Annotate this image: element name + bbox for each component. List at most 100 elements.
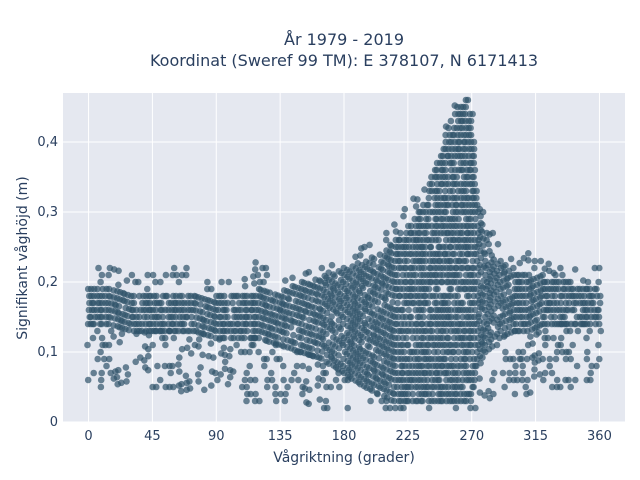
scatter-point (395, 334, 402, 342)
scatter-point (519, 362, 526, 370)
scatter-point (367, 397, 374, 405)
scatter-point (130, 292, 137, 300)
scatter-point (280, 376, 287, 384)
scatter-point (405, 306, 413, 314)
scatter-point (595, 320, 603, 328)
scatter-point (314, 361, 322, 368)
scatter-point (254, 271, 262, 279)
scatter-point (229, 299, 236, 307)
scatter-point (403, 334, 410, 342)
scatter-point (319, 376, 327, 384)
scatter-point (374, 390, 381, 398)
scatter-point (597, 327, 605, 335)
scatter-point (319, 362, 327, 370)
scatter-point (434, 348, 442, 356)
scatter-point (586, 320, 594, 328)
scatter-point (533, 316, 541, 324)
scatter-point (417, 215, 424, 223)
scatter-point (145, 331, 153, 339)
scatter-point (175, 278, 183, 286)
scatter-point (436, 187, 443, 195)
scatter-point (224, 380, 232, 388)
scatter-point (183, 313, 191, 321)
scatter-point (471, 369, 479, 377)
scatter-point (459, 250, 466, 258)
y-axis-label: Signifikant våghöjd (m) (14, 176, 31, 339)
scatter-point (332, 376, 340, 384)
scatter-point (250, 341, 257, 349)
scatter-point (133, 330, 140, 338)
scatter-point (512, 320, 520, 328)
scatter-point (90, 369, 97, 377)
scatter-point (459, 229, 466, 237)
scatter-point (479, 208, 487, 216)
scatter-point (276, 355, 284, 363)
scatter-point (453, 173, 461, 181)
scatter-point (336, 383, 343, 391)
scatter-point (455, 348, 462, 356)
scatter-point (507, 255, 515, 263)
scatter-point (383, 397, 390, 405)
scatter-point (237, 306, 245, 314)
scatter-point (425, 201, 432, 209)
scatter-point (314, 382, 322, 389)
scatter-point (217, 371, 224, 378)
scatter-point (596, 264, 603, 272)
scatter-point (542, 341, 549, 349)
scatter-point (535, 350, 543, 357)
scatter-point (587, 376, 594, 384)
scatter-point (176, 354, 183, 361)
scatter-point (548, 383, 556, 391)
scatter-point (569, 341, 576, 349)
scatter-point (331, 273, 338, 280)
scatter-point (97, 278, 104, 286)
scatter-point (525, 257, 532, 264)
scatter-point (452, 355, 460, 363)
scatter-point (593, 285, 600, 293)
scatter-point (305, 365, 313, 373)
scatter-point (156, 376, 164, 384)
scatter-point (241, 334, 248, 342)
scatter-point (467, 397, 475, 405)
scatter-point (288, 376, 295, 384)
scatter-point (557, 383, 564, 391)
scatter-point (158, 299, 165, 307)
scatter-point (241, 348, 249, 356)
scatter-point (241, 275, 248, 283)
scatter-point (565, 348, 573, 356)
scatter-point (268, 376, 276, 384)
scatter-point (545, 260, 552, 268)
scatter-point (425, 285, 433, 293)
scatter-point (153, 292, 160, 300)
scatter-point (197, 364, 204, 371)
scatter-point (573, 362, 581, 370)
scatter-point (199, 330, 207, 338)
scatter-point (324, 404, 331, 412)
scatter-point (241, 376, 249, 384)
scatter-point (481, 392, 488, 399)
x-tick-label: 315 (523, 429, 548, 444)
scatter-point (473, 194, 480, 202)
scatter-point (501, 383, 508, 391)
scatter-point (465, 292, 473, 300)
scatter-point (192, 327, 200, 335)
scatter-point (227, 345, 234, 353)
scatter-point (332, 329, 339, 336)
scatter-point (419, 397, 426, 405)
scatter-point (536, 371, 544, 378)
scatter-point (572, 376, 579, 384)
scatter-point (525, 250, 532, 257)
scatter-point (514, 376, 521, 384)
scatter-point (389, 299, 396, 306)
scatter-point (385, 381, 393, 389)
scatter-point (251, 334, 259, 342)
scatter-point (596, 299, 604, 307)
scatter-point (145, 345, 152, 353)
scatter-point (289, 274, 296, 282)
scatter-point (584, 278, 592, 286)
scatter-point (445, 334, 452, 342)
scatter-point (251, 266, 259, 273)
scatter-point (229, 368, 237, 375)
scatter-point (557, 341, 564, 349)
scatter-point (323, 309, 331, 317)
